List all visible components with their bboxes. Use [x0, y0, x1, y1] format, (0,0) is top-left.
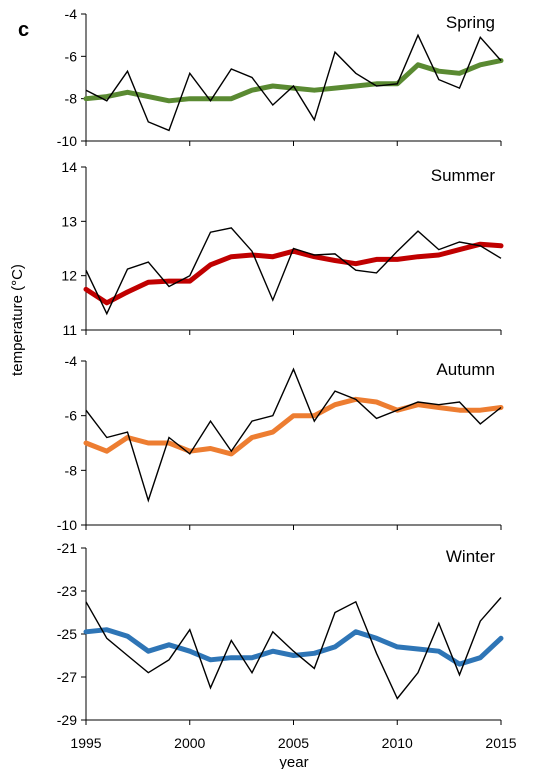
- y-axis-label: temperature (°C): [9, 264, 26, 376]
- winter-y-tick-label: -27: [57, 669, 77, 685]
- spring-y-tick-label: -4: [65, 6, 78, 22]
- plot-layer: -4 -6 -8 -10 Spring 11 12 13 14 Summer -4 -6 -8 -10 Au…: [57, 6, 517, 751]
- autumn-y-tick-label: -4: [65, 353, 78, 369]
- summer-annual-series-line: [85, 227, 502, 316]
- x-axis-label: year: [279, 754, 308, 769]
- winter-panel-title: Winter: [446, 547, 495, 566]
- winter-y-tick-label: -25: [57, 626, 77, 642]
- spring-panel-title: Spring: [446, 13, 495, 32]
- winter-smoothed-series-line: [83, 627, 504, 667]
- x-tick-label: 2000: [174, 735, 205, 751]
- autumn-smoothed-series-line: [83, 396, 504, 457]
- winter-y-tick-label: -29: [57, 712, 77, 728]
- x-tick-label: 2010: [382, 735, 413, 751]
- spring-y-tick-label: -10: [57, 133, 77, 149]
- x-tick-label: 1995: [70, 735, 101, 751]
- panel-letter: c: [18, 19, 29, 41]
- autumn-panel-title: Autumn: [436, 360, 495, 379]
- summer-smoothed-series-line: [83, 241, 504, 306]
- x-tick-label: 2005: [278, 735, 309, 751]
- autumn-y-tick-label: -10: [57, 517, 77, 533]
- summer-y-tick-label: 12: [61, 268, 77, 284]
- autumn-y-tick-label: -6: [65, 408, 78, 424]
- autumn-y-tick-label: -8: [65, 462, 78, 478]
- summer-y-tick-label: 11: [62, 322, 77, 338]
- winter-annual-series-line: [85, 597, 502, 700]
- spring-y-tick-label: -8: [65, 91, 78, 107]
- winter-y-tick-label: -23: [57, 583, 77, 599]
- summer-y-tick-label: 14: [61, 159, 77, 175]
- winter-y-tick-label: -21: [57, 540, 77, 556]
- x-tick-label: 2015: [485, 735, 516, 751]
- summer-y-tick-label: 13: [61, 213, 77, 229]
- spring-smoothed-series-line: [83, 58, 504, 104]
- summer-panel-title: Summer: [431, 166, 496, 185]
- spring-annual-series-line: [85, 33, 502, 132]
- spring-y-tick-label: -6: [65, 48, 78, 64]
- autumn-annual-series-line: [85, 367, 502, 503]
